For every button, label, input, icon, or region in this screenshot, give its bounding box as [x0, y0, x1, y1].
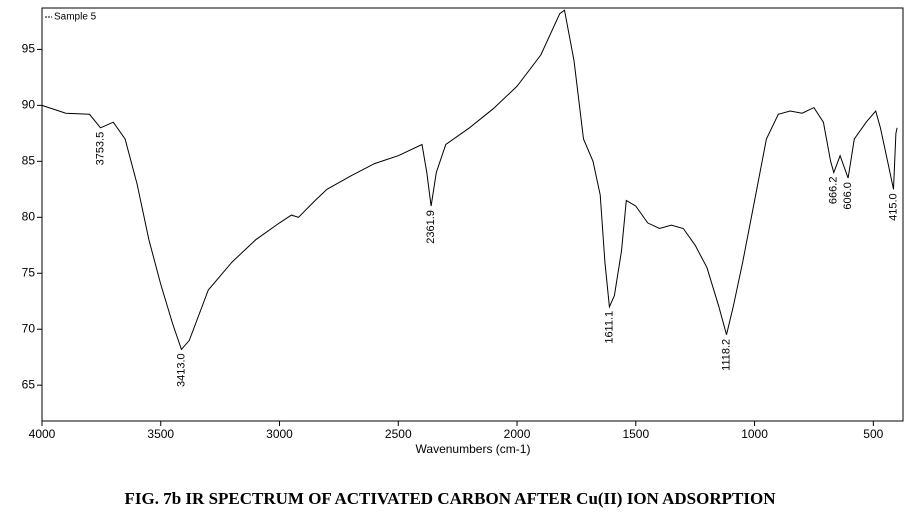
x-tick-label: 1000: [741, 427, 768, 441]
x-tick-label: 4000: [29, 427, 56, 441]
x-tick-label: 3000: [266, 427, 293, 441]
x-axis-label: Wavenumbers (cm-1): [416, 442, 531, 456]
chart-title: FIG. 7b IR SPECTRUM OF ACTIVATED CARBON …: [125, 489, 777, 508]
y-tick-label: 80: [22, 209, 36, 223]
y-tick-label: 70: [22, 321, 36, 335]
x-tick-label: 500: [863, 427, 883, 441]
x-tick-label: 2500: [385, 427, 412, 441]
peak-label: 3413.0: [175, 353, 187, 387]
y-tick-label: 95: [22, 42, 36, 56]
plot-frame: [41, 7, 904, 422]
y-tick-label: 75: [22, 265, 36, 279]
y-tick-label: 65: [22, 377, 36, 391]
spectrum-line: [41, 9, 898, 351]
peak-label: 606.0: [842, 182, 854, 210]
x-tick-label: 1500: [622, 427, 649, 441]
legend-label: Sample 5: [54, 12, 97, 23]
peak-label: 3753.5: [94, 132, 106, 166]
peak-label: 1118.2: [720, 339, 732, 371]
x-tick-label: 3500: [147, 427, 174, 441]
y-tick-label: 85: [22, 154, 36, 168]
peak-label: 1611.1: [603, 311, 615, 344]
peak-label: 415.0: [887, 193, 899, 221]
peak-label: 2361.9: [425, 210, 437, 244]
peak-label: 666.2: [828, 177, 840, 205]
x-tick-label: 2000: [504, 427, 531, 441]
y-tick-label: 90: [22, 98, 36, 112]
